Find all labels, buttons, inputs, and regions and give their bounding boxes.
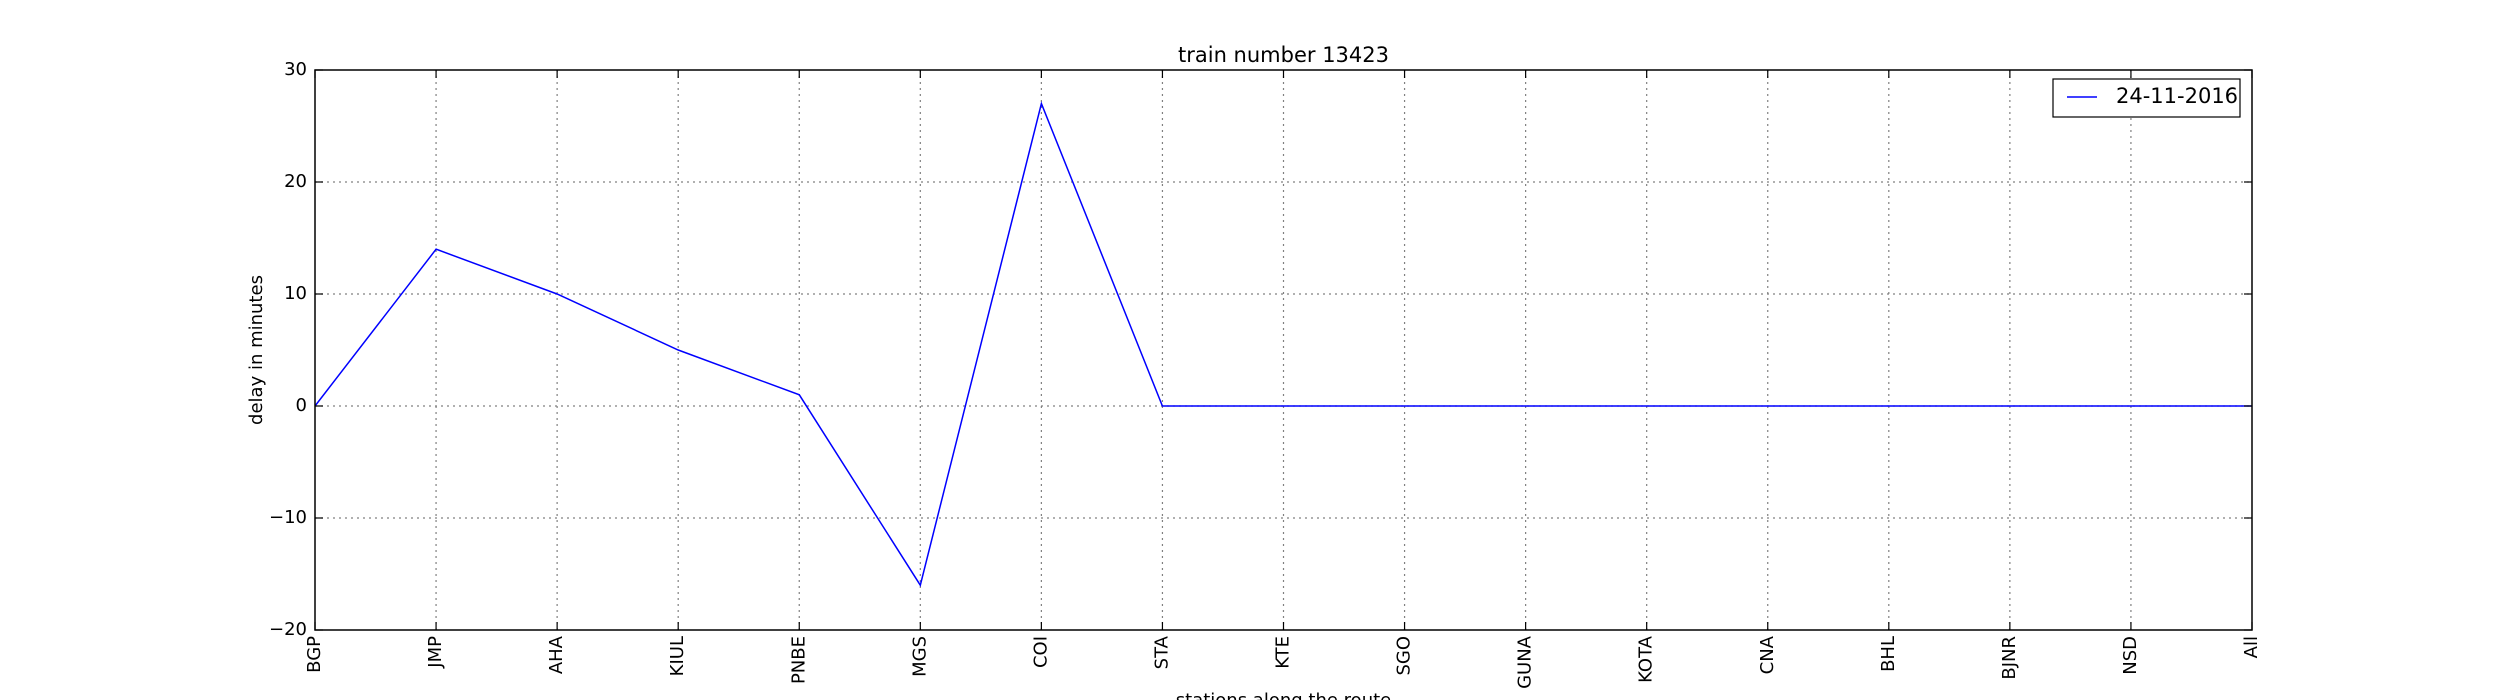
legend-box: [2052, 78, 2241, 118]
y-axis-label: delay in minutes: [246, 275, 267, 425]
x-tick-label: JMP: [425, 636, 446, 669]
x-tick-label: KTE: [1273, 636, 1294, 669]
x-tick-label: BGP: [304, 636, 325, 673]
x-tick-label: PNBE: [788, 636, 809, 684]
y-tick-label: −20: [269, 619, 307, 640]
y-tick-label: 0: [296, 395, 307, 416]
x-tick-label: GUNA: [1515, 635, 1536, 689]
y-tick-label: 20: [284, 171, 307, 192]
y-tick-label: 10: [284, 283, 307, 304]
x-tick-label: STA: [1151, 635, 1172, 669]
y-tick-label: 30: [284, 59, 307, 80]
x-tick-label: NSD: [2120, 636, 2141, 675]
axis-ticks: BGP JMP AHA KIUL PNBE MGS COI STA KTE SGO GUNA KOTA…: [269, 59, 2262, 689]
x-tick-label: COI: [1030, 636, 1051, 668]
series-line: [314, 101, 2252, 588]
grid-lines: [315, 70, 2252, 630]
x-tick-label: KOTA: [1636, 635, 1657, 683]
x-tick-label: KIUL: [667, 636, 688, 676]
x-tick-label: BJNR: [1999, 636, 2020, 680]
chart-title: train number 13423: [1178, 43, 1389, 67]
legend-entry-label: 24-11-2016: [2116, 84, 2238, 108]
x-tick-label: SGO: [1394, 636, 1415, 676]
x-tick-label: MGS: [909, 636, 930, 677]
series-lines: [314, 101, 2252, 588]
x-tick-label: BHL: [1878, 636, 1899, 672]
x-tick-label: AHA: [546, 635, 567, 674]
x-tick-label: All: [2241, 636, 2262, 658]
legend: 24-11-2016: [2052, 78, 2241, 118]
x-tick-label: CNA: [1757, 635, 1778, 674]
x-axis-label: stations along the route: [1176, 690, 1391, 700]
y-tick-label: −10: [269, 507, 307, 528]
